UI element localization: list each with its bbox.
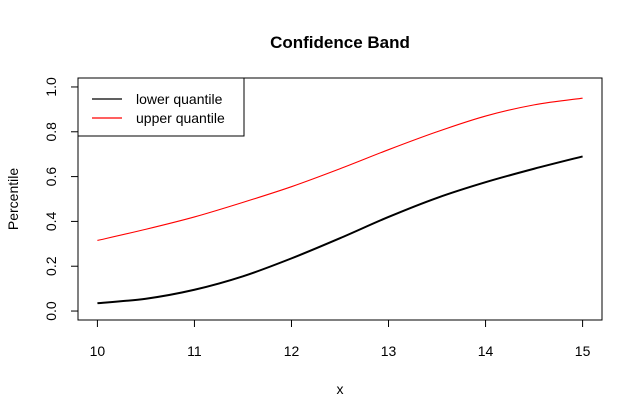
x-tick-label: 14	[478, 343, 494, 359]
y-axis: 0.0 0.2 0.4 0.6 0.8 1.0	[43, 77, 79, 321]
x-axis: 10 11 12 13 14 15	[90, 319, 591, 359]
x-tick-label: 10	[90, 343, 106, 359]
series-line-lower-quantile	[97, 155, 583, 305]
chart-title: Confidence Band	[270, 33, 410, 52]
y-tick-label: 0.4	[43, 211, 59, 231]
legend: lower quantile upper quantile	[77, 77, 245, 137]
x-tick-label: 15	[575, 343, 591, 359]
y-tick-label: 0.0	[43, 301, 59, 321]
y-tick-label: 1.0	[43, 77, 59, 97]
series-layer	[97, 97, 583, 305]
x-axis-label: x	[337, 381, 344, 397]
y-tick-label: 0.2	[43, 256, 59, 276]
y-tick-label: 0.6	[43, 167, 59, 187]
legend-box	[77, 77, 245, 137]
x-tick-label: 13	[381, 343, 397, 359]
legend-label: lower quantile	[136, 91, 223, 107]
x-tick-label: 11	[187, 343, 202, 359]
series-line-upper-quantile	[97, 97, 583, 241]
y-axis-label: Percentile	[5, 168, 21, 230]
y-tick-label: 0.8	[43, 122, 59, 142]
x-tick-label: 12	[284, 343, 300, 359]
legend-label: upper quantile	[136, 110, 225, 126]
